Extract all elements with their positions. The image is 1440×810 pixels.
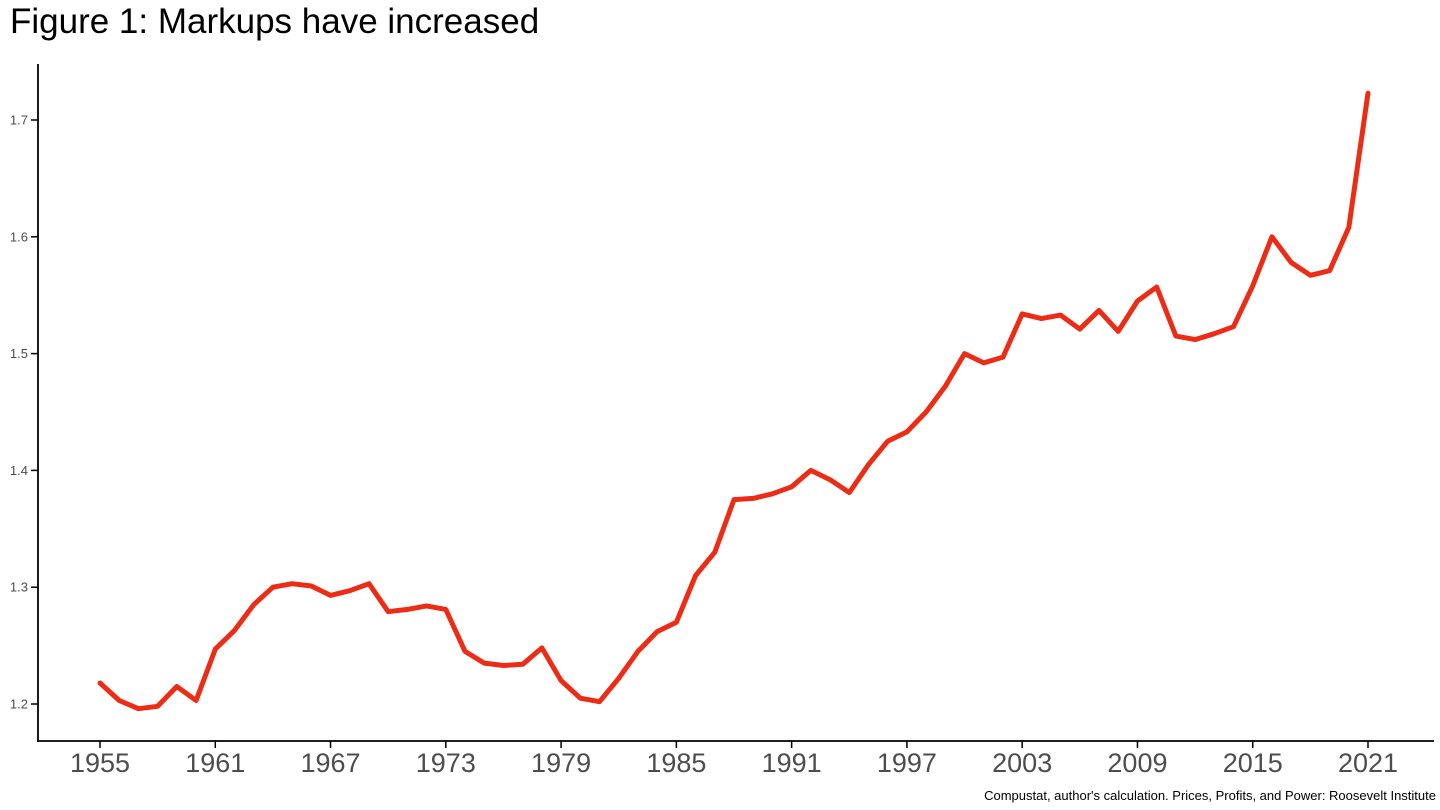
y-axis-tick-label: 1.7: [10, 113, 28, 128]
y-axis-tick-label: 1.6: [10, 229, 28, 244]
x-axis-tick-label: 2015: [1223, 748, 1283, 778]
y-axis-tick-label: 1.4: [10, 463, 28, 478]
x-axis-tick-label: 1985: [646, 748, 706, 778]
x-axis-tick-label: 2009: [1107, 748, 1167, 778]
x-axis-tick-label: 2003: [992, 748, 1052, 778]
y-axis-tick-label: 1.2: [10, 697, 28, 712]
x-axis-tick-label: 1979: [531, 748, 591, 778]
x-axis-tick-label: 1961: [185, 748, 245, 778]
chart-title: Figure 1: Markups have increased: [10, 2, 540, 41]
x-axis-tick-label: 1973: [416, 748, 476, 778]
y-axis-tick-label: 1.5: [10, 346, 28, 361]
x-axis-tick-label: 1997: [877, 748, 937, 778]
x-axis-tick-label: 1991: [762, 748, 822, 778]
x-axis-tick-label: 2021: [1338, 748, 1398, 778]
source-caption: Compustat, author's calculation. Prices,…: [984, 788, 1436, 803]
x-axis-tick-label: 1967: [301, 748, 361, 778]
markup-series-line: [97, 90, 1371, 712]
x-axis-tick-label: 1955: [70, 748, 130, 778]
y-axis-tick-label: 1.3: [10, 580, 28, 595]
